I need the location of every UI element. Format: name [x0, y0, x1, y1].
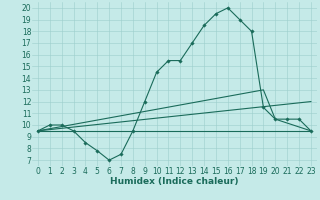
X-axis label: Humidex (Indice chaleur): Humidex (Indice chaleur) — [110, 177, 239, 186]
